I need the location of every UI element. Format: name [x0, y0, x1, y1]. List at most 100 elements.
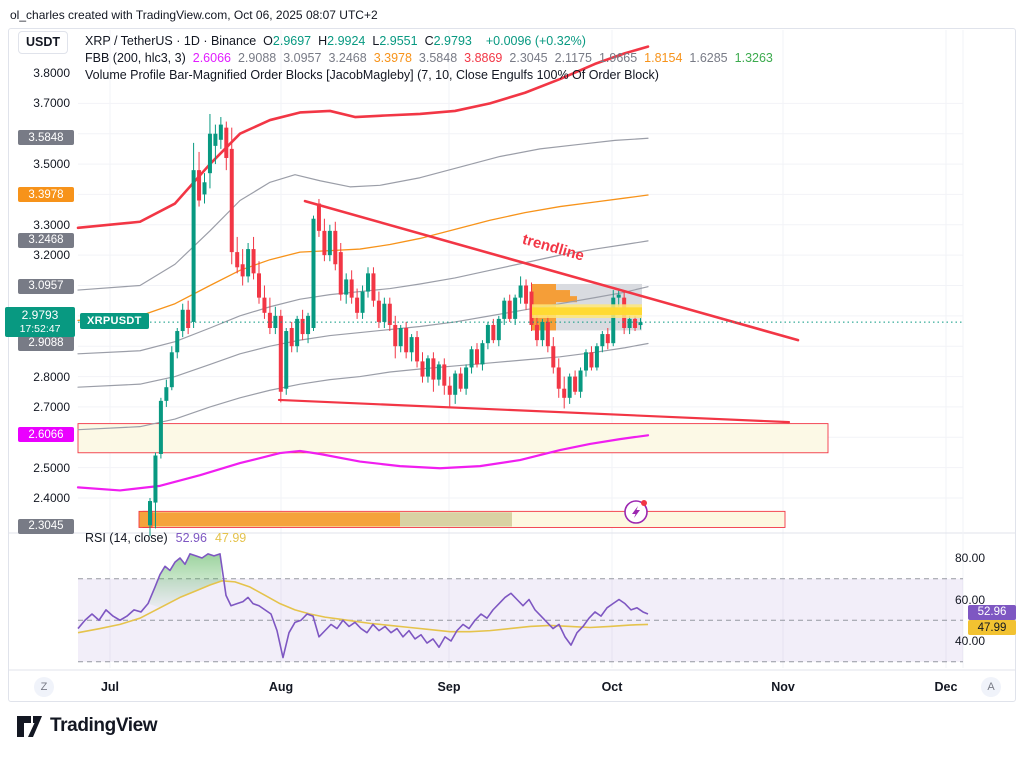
fbb-legend-row[interactable]: FBB (200, hlc3, 3) 2.6066 2.9088 3.0957 3.2…	[85, 51, 780, 65]
candle-body	[322, 230, 327, 256]
fbb-band-value: 3.2468	[328, 51, 367, 65]
fbb-3.5848-band-line	[77, 137, 649, 291]
candle-body	[191, 170, 196, 322]
upper-trendline[interactable]	[303, 199, 800, 342]
candle-body	[469, 349, 474, 368]
candle-body	[284, 331, 289, 389]
current-price-badge: 2.9793 17:52:47	[5, 307, 75, 338]
price-axis-badge: 3.2468	[18, 232, 74, 248]
time-axis-month-nov[interactable]: Nov	[771, 680, 795, 694]
candle-body	[224, 127, 229, 158]
candle-body	[409, 337, 414, 353]
candle-body	[148, 501, 152, 526]
candle-body	[355, 297, 360, 313]
candle-body	[246, 249, 251, 277]
candle-body	[197, 170, 202, 201]
price-axis-badge: 2.6066	[18, 427, 74, 443]
candle-body	[164, 387, 169, 401]
candle-body	[485, 324, 490, 344]
symbol-title[interactable]: XRP / TetherUS · 1D · Binance	[85, 34, 257, 48]
candle-body	[338, 252, 343, 295]
candle-body	[295, 318, 300, 347]
rsi-ma-value: 47.99	[214, 531, 247, 545]
candle-body	[491, 324, 496, 341]
time-axis-month-oct[interactable]: Oct	[601, 680, 623, 694]
currency-toggle-button[interactable]: USDT	[18, 31, 68, 54]
candle-body	[398, 328, 403, 347]
volume-profile-orange	[145, 512, 400, 527]
price-axis-label[interactable]: 2.4000	[33, 491, 70, 505]
time-axis-month-dec[interactable]: Dec	[934, 680, 958, 694]
candles-group	[148, 113, 643, 536]
candle-body	[180, 309, 185, 332]
time-axis-month-sep[interactable]: Sep	[437, 680, 461, 694]
symbol-price-tag[interactable]: XRPUSDT	[80, 313, 149, 330]
candle-body	[496, 318, 501, 341]
rsi-axis-label[interactable]: 40.00	[955, 634, 986, 648]
rsi-axis-label[interactable]: 80.00	[955, 551, 986, 565]
ohlc-value: L2.9551	[372, 34, 418, 48]
trendline-label[interactable]: trendline	[520, 231, 586, 265]
order-block-orange-3	[570, 296, 577, 303]
price-axis-label[interactable]: 3.7000	[33, 96, 70, 111]
volume-profile-legend-row[interactable]: Volume Profile Bar-Magnified Order Block…	[85, 68, 780, 82]
volume-profile-title[interactable]: Volume Profile Bar-Magnified Order Block…	[85, 68, 659, 82]
candle-body	[627, 318, 632, 328]
rsi-line	[77, 553, 649, 659]
time-axis-month-jul[interactable]: Jul	[100, 680, 120, 694]
fbb-2.9088-band-line	[77, 342, 649, 431]
order-block-yellow-core	[532, 307, 642, 315]
rsi-legend-row[interactable]: RSI (14, close) 52.96 47.99	[85, 531, 246, 545]
candle-body	[551, 346, 556, 368]
price-axis-label[interactable]: 2.8000	[33, 369, 70, 384]
price-axis-label[interactable]: 3.5000	[33, 157, 70, 172]
candle-body	[534, 324, 539, 341]
candle-body	[349, 279, 354, 298]
candle-body	[218, 124, 223, 140]
rsi-axis-badge: 52.96	[968, 604, 1016, 620]
time-axis-month-aug[interactable]: Aug	[268, 680, 294, 694]
candle-body	[273, 315, 278, 328]
symbol-legend-row[interactable]: XRP / TetherUS · 1D · Binance O2.9697 H2.…	[85, 34, 780, 48]
rsi-title[interactable]: RSI (14, close)	[85, 531, 168, 545]
price-axis-label[interactable]: 3.2000	[33, 248, 70, 263]
price-axis-label[interactable]: 2.7000	[33, 399, 70, 414]
candle-body	[562, 388, 567, 398]
candle-body	[475, 349, 479, 365]
fbb-band-value: 2.9088	[237, 51, 277, 65]
price-axis-badge: 3.5848	[18, 130, 74, 146]
lightning-bolt-icon	[632, 506, 640, 518]
timezone-button[interactable]: Z	[34, 677, 54, 697]
ohlc-values: O2.9697 H2.9924 L2.9551 C2.9793	[263, 34, 479, 48]
candle-body	[404, 328, 409, 353]
candle-body	[425, 358, 430, 377]
candle-body	[251, 249, 256, 274]
rsi-axis-label[interactable]: 60.00	[955, 592, 986, 607]
rsi-divergence-fill	[148, 553, 222, 608]
candle-body	[431, 358, 436, 380]
candle-body	[556, 367, 561, 389]
candle-body	[289, 328, 294, 347]
lower-trendline[interactable]	[277, 398, 791, 424]
ohlc-value: O2.9697	[263, 34, 312, 48]
candle-body	[480, 343, 485, 365]
candle-body	[518, 285, 523, 298]
candle-body	[202, 182, 207, 195]
fbb-band-value: 3.8869	[464, 51, 503, 65]
price-axis-label[interactable]: 3.3000	[33, 217, 70, 232]
candle-body	[376, 300, 381, 322]
fbb-title[interactable]: FBB (200, hlc3, 3)	[85, 51, 186, 65]
candle-body	[447, 385, 452, 395]
auto-scale-button[interactable]: A	[981, 677, 1001, 697]
candle-body	[540, 321, 545, 341]
candle-body	[464, 367, 469, 389]
candle-body	[186, 309, 191, 328]
candle-body	[207, 133, 212, 174]
price-axis-label[interactable]: 3.8000	[33, 66, 70, 80]
marker-alert-dot	[641, 500, 647, 506]
candle-body	[442, 364, 447, 386]
fbb-values: 2.6066 2.9088 3.0957 3.2468 3.3978 3.5848 3.88…	[193, 51, 780, 65]
fbb-band-value: 1.3263	[734, 51, 773, 65]
price-axis-label[interactable]: 2.5000	[33, 460, 70, 475]
